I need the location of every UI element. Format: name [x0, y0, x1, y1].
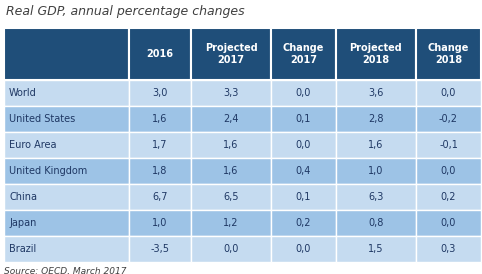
Text: 1,2: 1,2 — [223, 218, 239, 228]
Text: Source: OECD, March 2017: Source: OECD, March 2017 — [4, 267, 126, 274]
Bar — [271, 106, 336, 132]
Text: 0,2: 0,2 — [441, 192, 456, 202]
Text: 1,7: 1,7 — [152, 140, 168, 150]
Bar — [336, 210, 416, 236]
Bar — [336, 184, 416, 210]
Bar — [191, 80, 271, 106]
Text: 2,8: 2,8 — [368, 114, 384, 124]
Bar — [129, 28, 191, 80]
Text: 0,1: 0,1 — [296, 192, 311, 202]
Text: 3,3: 3,3 — [223, 88, 239, 98]
Text: 0,3: 0,3 — [441, 244, 456, 254]
Bar — [271, 132, 336, 158]
Text: 0,1: 0,1 — [296, 114, 311, 124]
Bar — [416, 28, 481, 80]
Text: China: China — [9, 192, 37, 202]
Text: 6,5: 6,5 — [223, 192, 239, 202]
Text: 6,7: 6,7 — [152, 192, 168, 202]
Text: Projected
2018: Projected 2018 — [349, 43, 402, 65]
Bar — [271, 158, 336, 184]
Bar — [4, 210, 129, 236]
Bar — [129, 132, 191, 158]
Bar — [416, 158, 481, 184]
Text: 0,0: 0,0 — [441, 166, 456, 176]
Bar — [416, 132, 481, 158]
Bar — [129, 210, 191, 236]
Text: -0,2: -0,2 — [439, 114, 458, 124]
Text: 6,3: 6,3 — [368, 192, 384, 202]
Text: 2,4: 2,4 — [223, 114, 239, 124]
Bar — [4, 106, 129, 132]
Bar — [4, 80, 129, 106]
Bar — [129, 184, 191, 210]
Text: 1,8: 1,8 — [152, 166, 168, 176]
Text: 0,0: 0,0 — [296, 88, 311, 98]
Text: 3,0: 3,0 — [152, 88, 168, 98]
Text: -0,1: -0,1 — [439, 140, 458, 150]
Text: Euro Area: Euro Area — [9, 140, 56, 150]
Bar — [129, 158, 191, 184]
Text: 0,0: 0,0 — [223, 244, 239, 254]
Bar — [129, 236, 191, 262]
Bar — [416, 106, 481, 132]
Text: 1,0: 1,0 — [368, 166, 384, 176]
Text: Japan: Japan — [9, 218, 36, 228]
Text: 1,6: 1,6 — [223, 140, 239, 150]
Bar — [271, 184, 336, 210]
Text: 1,5: 1,5 — [368, 244, 384, 254]
Text: 1,6: 1,6 — [223, 166, 239, 176]
Bar — [191, 236, 271, 262]
Bar — [416, 210, 481, 236]
Text: Projected
2017: Projected 2017 — [205, 43, 257, 65]
Bar — [336, 106, 416, 132]
Bar — [336, 28, 416, 80]
Bar — [416, 236, 481, 262]
Text: 1,6: 1,6 — [152, 114, 168, 124]
Text: 0,0: 0,0 — [296, 140, 311, 150]
Bar — [129, 80, 191, 106]
Bar — [271, 28, 336, 80]
Bar — [4, 158, 129, 184]
Text: 0,4: 0,4 — [296, 166, 311, 176]
Text: Brazil: Brazil — [9, 244, 36, 254]
Bar — [4, 236, 129, 262]
Bar — [271, 80, 336, 106]
Bar — [191, 106, 271, 132]
Bar — [336, 236, 416, 262]
Bar — [191, 132, 271, 158]
Bar — [416, 184, 481, 210]
Bar — [191, 184, 271, 210]
Bar — [191, 158, 271, 184]
Bar — [416, 80, 481, 106]
Bar — [4, 28, 129, 80]
Text: 2016: 2016 — [147, 49, 174, 59]
Bar — [271, 210, 336, 236]
Text: 0,0: 0,0 — [441, 88, 456, 98]
Text: United States: United States — [9, 114, 75, 124]
Bar — [336, 132, 416, 158]
Text: 3,6: 3,6 — [368, 88, 384, 98]
Text: 0,8: 0,8 — [368, 218, 384, 228]
Text: 1,0: 1,0 — [152, 218, 168, 228]
Text: United Kingdom: United Kingdom — [9, 166, 87, 176]
Bar — [271, 236, 336, 262]
Text: 0,2: 0,2 — [296, 218, 311, 228]
Text: 0,0: 0,0 — [296, 244, 311, 254]
Text: 0,0: 0,0 — [441, 218, 456, 228]
Text: Change
2017: Change 2017 — [283, 43, 324, 65]
Bar — [191, 28, 271, 80]
Bar — [4, 184, 129, 210]
Text: 1,6: 1,6 — [368, 140, 384, 150]
Bar — [336, 158, 416, 184]
Text: Change
2018: Change 2018 — [428, 43, 469, 65]
Bar — [336, 80, 416, 106]
Text: World: World — [9, 88, 37, 98]
Bar — [4, 132, 129, 158]
Bar — [191, 210, 271, 236]
Text: -3,5: -3,5 — [150, 244, 170, 254]
Text: Real GDP, annual percentage changes: Real GDP, annual percentage changes — [6, 5, 245, 18]
Bar — [129, 106, 191, 132]
